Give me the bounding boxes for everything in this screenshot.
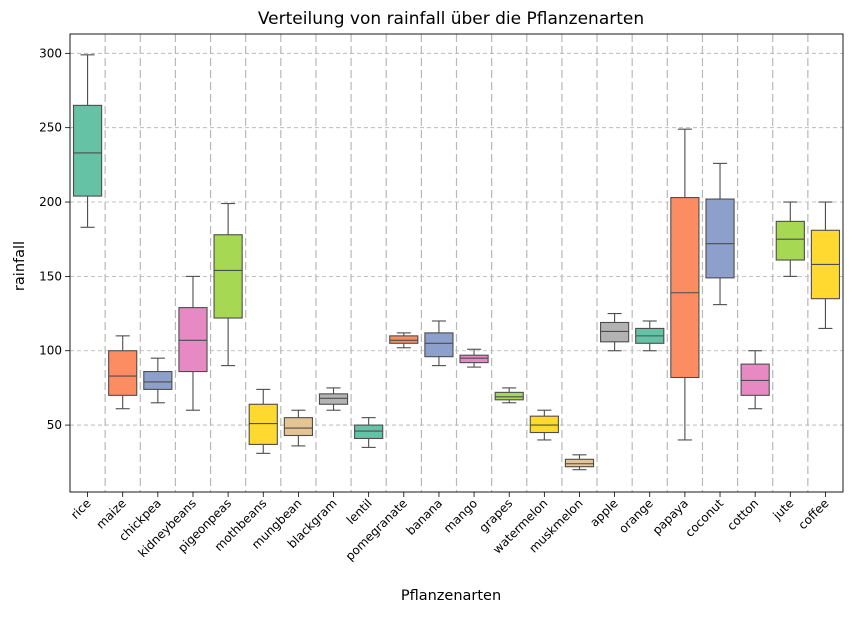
box-chickpea	[143, 357, 173, 404]
box-mungbean	[283, 409, 313, 447]
y-axis-label: rainfall	[12, 241, 28, 291]
box-papaya	[670, 128, 700, 441]
box-iqr	[248, 403, 278, 445]
x-axis-label: Pflanzenarten	[401, 588, 501, 604]
y-tick-label: 250	[39, 121, 62, 135]
box-apple	[600, 313, 630, 352]
plot-frame	[69, 33, 844, 493]
box-iqr	[670, 197, 700, 379]
box-maize	[108, 335, 138, 410]
box-blackgram	[318, 387, 349, 411]
box-iqr	[424, 332, 454, 358]
y-tick-label: 50	[47, 418, 62, 432]
y-tick-label: 300	[39, 46, 62, 60]
box-iqr	[389, 335, 419, 344]
box-mothbeans	[248, 388, 278, 454]
box-iqr	[529, 415, 559, 434]
x-tick-label: lentil	[344, 496, 375, 527]
box-iqr	[775, 220, 805, 261]
box-iqr	[318, 393, 349, 405]
y-tick-label: 150	[39, 269, 62, 283]
box-iqr	[459, 354, 489, 364]
box-iqr	[705, 198, 735, 279]
y-tick-label: 100	[39, 344, 62, 358]
box-pigeonpeas	[213, 202, 243, 367]
box-iqr	[494, 391, 524, 401]
box-coffee	[810, 201, 841, 329]
box-rice	[72, 54, 103, 228]
box-iqr	[108, 350, 138, 396]
chart-title: Verteilung von rainfall über die Pflanze…	[258, 9, 644, 29]
box-mango	[459, 348, 489, 368]
boxes	[72, 54, 841, 471]
x-tick-label: cotton	[724, 496, 761, 533]
box-kidneybeans	[178, 275, 208, 411]
box-iqr	[354, 424, 384, 440]
box-grapes	[494, 387, 524, 404]
box-pomegranate	[389, 332, 419, 349]
x-tick-label: apple	[587, 496, 620, 529]
y-tick-label: 200	[39, 195, 62, 209]
box-orange	[635, 320, 665, 352]
box-iqr	[600, 321, 630, 343]
box-watermelon	[529, 409, 559, 441]
box-iqr	[283, 417, 313, 437]
box-iqr	[213, 234, 243, 319]
x-tick-label: jute	[770, 496, 797, 523]
box-muskmelon	[564, 454, 595, 471]
x-tick-label: pomegranate	[343, 496, 410, 563]
box-iqr	[72, 104, 103, 197]
box-coconut	[705, 162, 735, 306]
x-tick-label: coconut	[682, 496, 726, 540]
box-iqr	[740, 363, 770, 396]
box-iqr	[143, 371, 173, 390]
x-tick-label: mango	[441, 496, 480, 535]
box-lentil	[354, 417, 384, 448]
box-banana	[424, 320, 454, 367]
box-cotton	[740, 350, 770, 410]
grid-lines	[70, 34, 843, 492]
box-iqr	[178, 307, 208, 373]
box-jute	[775, 201, 805, 277]
box-iqr	[564, 458, 595, 468]
x-tick-label: coffee	[796, 496, 832, 532]
x-tick-label: orange	[616, 496, 656, 536]
x-tick-label: banana	[403, 496, 445, 538]
x-tick-label: rice	[68, 496, 94, 522]
